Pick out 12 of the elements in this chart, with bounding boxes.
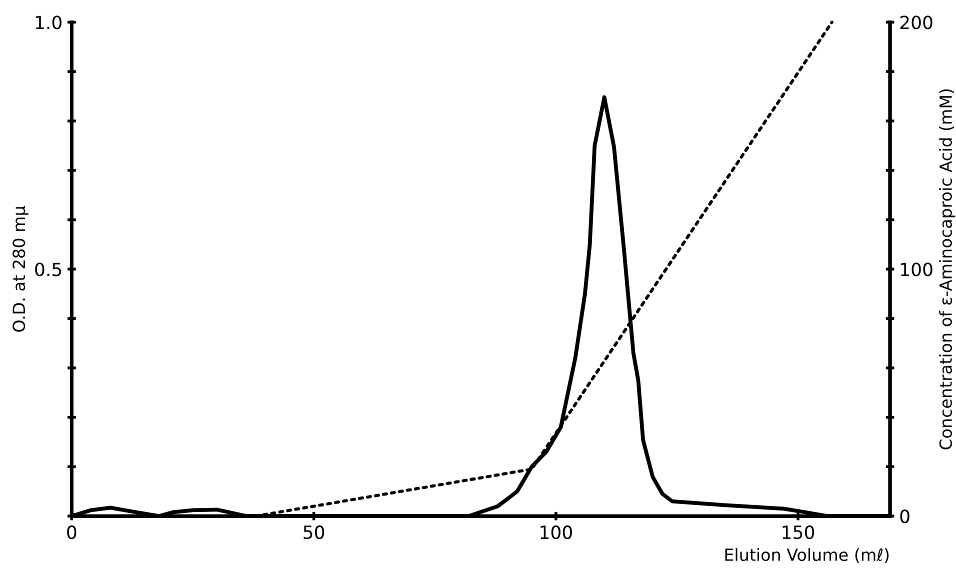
- x-tick-label: 50: [304, 525, 324, 540]
- x-tick-label: 150: [782, 525, 814, 540]
- y-tick-label: 0.5: [35, 262, 62, 276]
- y-axis-title: O.D. at 280 mμ: [12, 206, 28, 332]
- y2-axis-title: Concentration of ε-Aminocaproic Acid (mM): [939, 89, 956, 450]
- y2-tick-label: 100: [901, 262, 932, 276]
- y-tick-label: 1.0: [36, 16, 62, 30]
- y2-tick-label: 0: [900, 510, 910, 524]
- x-axis-title: Elution Volume (mℓ): [725, 548, 889, 564]
- x-tick-label: 0: [67, 525, 76, 540]
- y2-tick-label: 200: [900, 16, 932, 30]
- x-tick-label: 100: [540, 525, 572, 540]
